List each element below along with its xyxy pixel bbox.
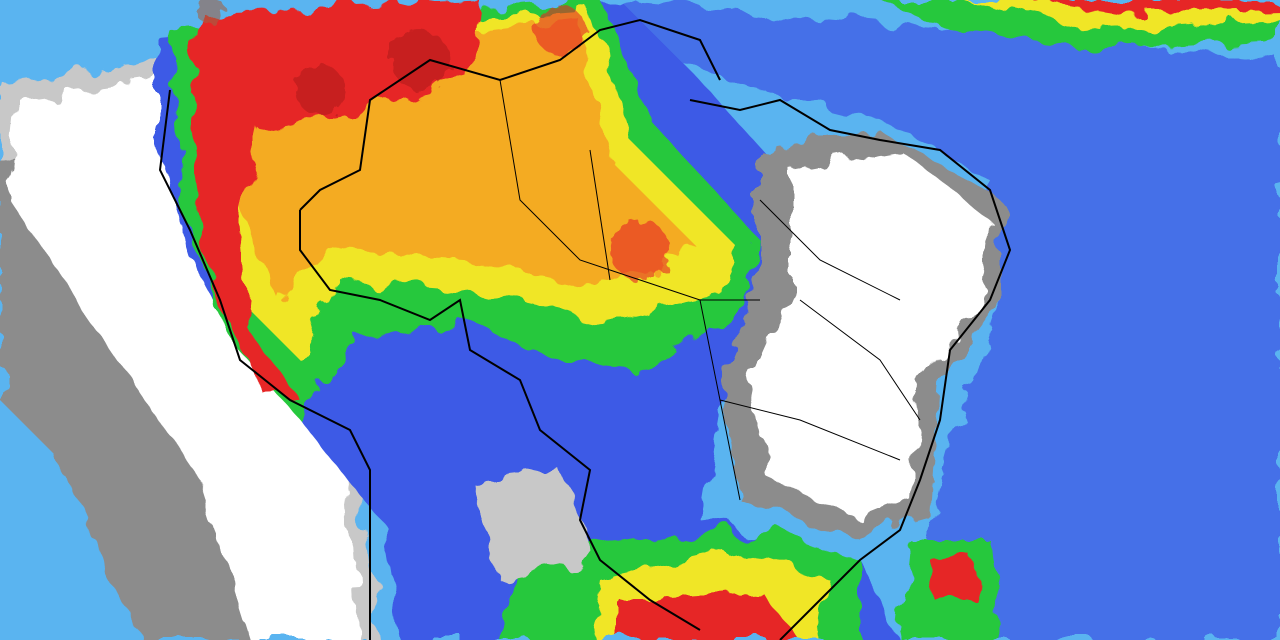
northeast-white (750, 150, 990, 520)
internal-borders (499, 79, 921, 501)
country-borders (158, 18, 1012, 640)
south-red (620, 590, 800, 640)
atlantic-blue-band (620, 0, 1280, 640)
coastline (158, 89, 1012, 640)
offshore-storm-red (930, 555, 975, 600)
cell (610, 220, 670, 280)
cell (295, 65, 345, 115)
cell (390, 30, 450, 90)
cell (196, 0, 224, 24)
cell (535, 5, 585, 55)
pacific-white (10, 80, 360, 640)
north-atlantic-red (1030, 0, 1280, 14)
andes-red (190, 0, 480, 400)
andes-south-gray (470, 470, 600, 580)
pacific-blue-edge (0, 400, 140, 640)
